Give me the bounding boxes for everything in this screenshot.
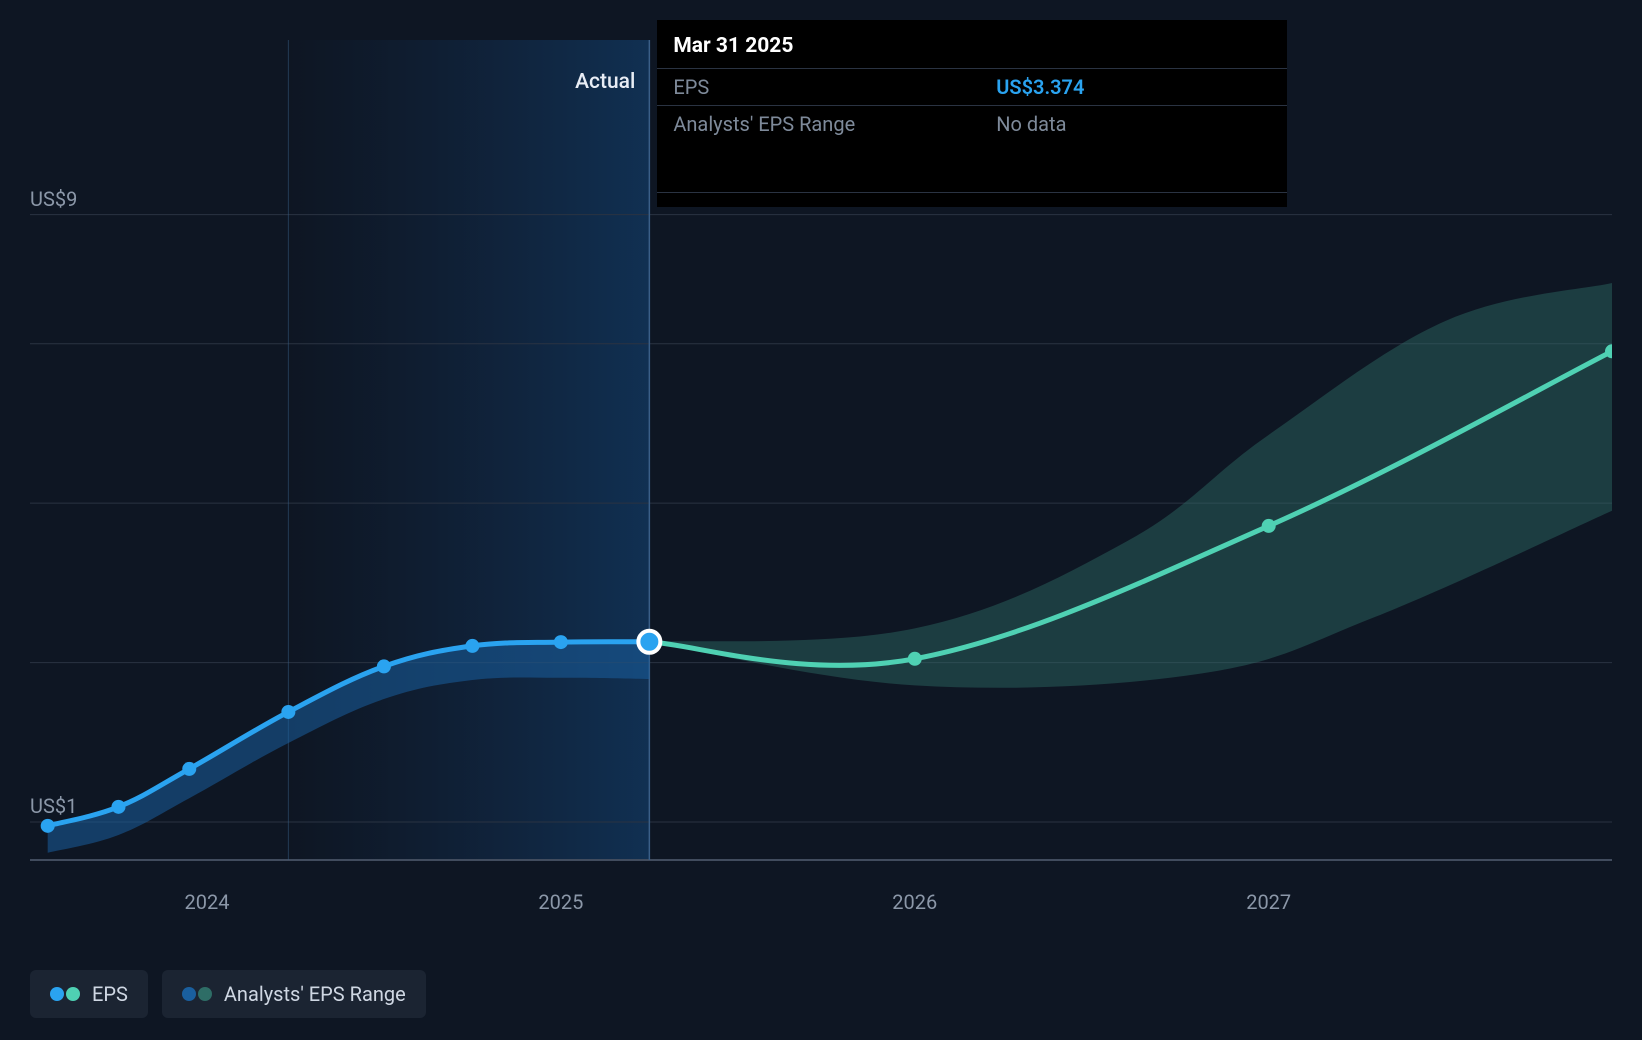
legend-item-eps[interactable]: EPS [30,970,148,1018]
tooltip-row-eps: EPS US$3.374 [657,68,1287,105]
tooltip-value: No data [996,112,1066,136]
y-axis-tick-label: US$1 [30,794,77,822]
chart-legend: EPS Analysts' EPS Range [30,970,426,1018]
eps-forecast-chart: US$1 US$9 2024 2025 2026 2027 Actual Analyst… [0,0,1642,1040]
y-axis-tick-label: US$9 [30,187,77,215]
tooltip-label: Analysts' EPS Range [673,112,996,136]
hover-tooltip: Mar 31 2025 EPS US$3.374 Analysts' EPS R… [657,20,1287,207]
tooltip-label: EPS [673,75,996,99]
legend-label: Analysts' EPS Range [224,982,406,1006]
legend-label: EPS [92,982,128,1006]
tooltip-value: US$3.374 [996,75,1084,99]
tooltip-row-range: Analysts' EPS Range No data [657,105,1287,142]
x-axis-tick-label: 2026 [892,890,937,914]
section-label-actual: Actual [575,70,635,94]
x-axis-tick-label: 2024 [184,890,229,914]
tooltip-title: Mar 31 2025 [657,34,1287,68]
legend-swatch-icon [182,987,212,1001]
legend-swatch-icon [50,987,80,1001]
x-axis-tick-label: 2025 [538,890,583,914]
plot-area[interactable]: US$1US$9 2024202520262027 Actual Analyst… [30,40,1612,880]
legend-item-analyst-range[interactable]: Analysts' EPS Range [162,970,426,1018]
x-axis-tick-label: 2027 [1246,890,1291,914]
